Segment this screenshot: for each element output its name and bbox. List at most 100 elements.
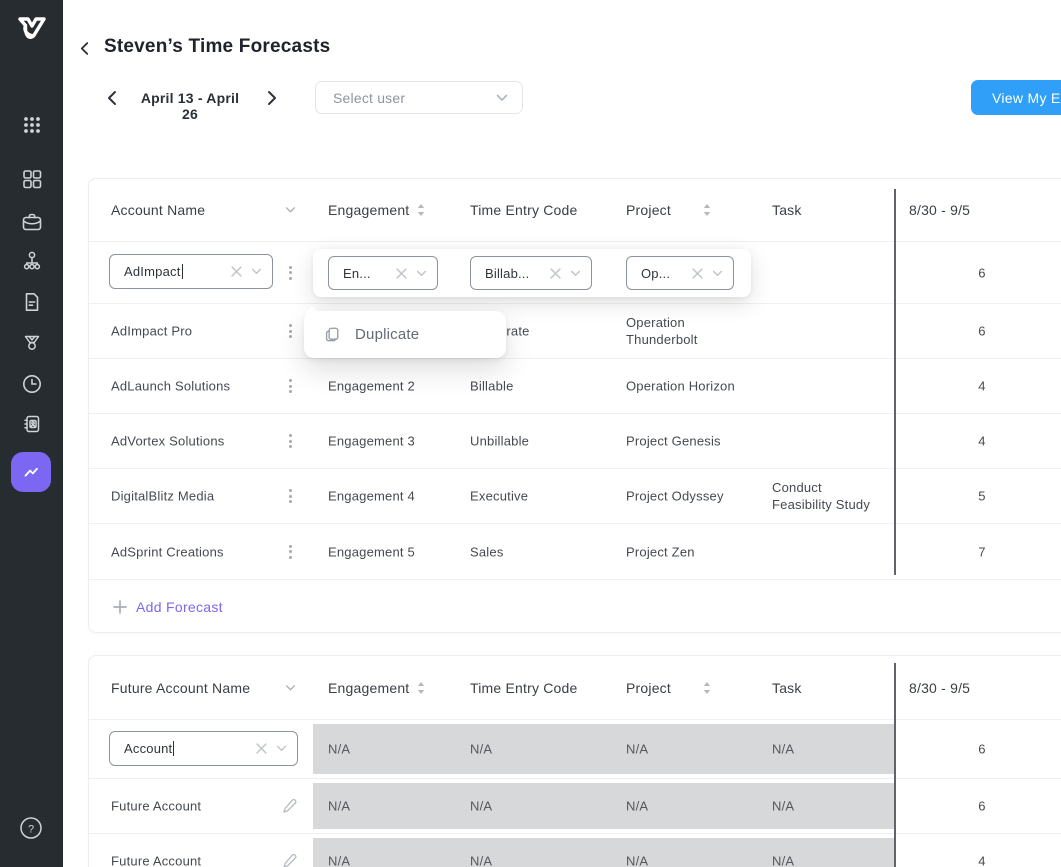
project-cell: Operation Horizon — [626, 378, 735, 394]
row-menu-button[interactable] — [283, 264, 297, 282]
edit-row-popup: En... Billab... Op... — [313, 249, 751, 297]
account-cell: Future Account — [111, 798, 202, 814]
project-cell: Project Zen — [626, 544, 695, 559]
na-cell: N/A — [626, 853, 649, 867]
task-cell: Conduct Feasibility Study — [772, 480, 871, 512]
edit-pencil-icon[interactable] — [281, 797, 299, 815]
hours-cell[interactable]: 5 — [978, 488, 986, 504]
column-header-project: Project — [626, 679, 671, 696]
dashboard-icon[interactable] — [19, 166, 45, 192]
chevron-down-icon[interactable] — [251, 268, 262, 275]
apps-grid-icon[interactable] — [19, 112, 45, 138]
text-caret — [173, 741, 175, 756]
column-header-task: Task — [772, 679, 802, 696]
table-row: AdVortex Solutions Engagement 3 Unbillab… — [89, 413, 1061, 468]
briefcase-icon[interactable] — [19, 209, 45, 235]
row-menu-button[interactable] — [283, 432, 297, 450]
na-cells-background — [313, 838, 894, 867]
clock-icon[interactable] — [19, 371, 45, 397]
project-cell: Operation Thunderbolt — [626, 315, 698, 347]
column-header-account: Account Name — [111, 202, 206, 218]
hours-cell[interactable]: 6 — [978, 798, 986, 814]
clear-icon[interactable] — [256, 743, 267, 754]
na-cell: N/A — [328, 741, 351, 757]
na-cell: N/A — [626, 798, 649, 814]
back-button[interactable] — [80, 38, 98, 58]
row-menu-button[interactable] — [283, 377, 297, 395]
select-user-dropdown[interactable]: Select user — [315, 81, 523, 114]
hours-cell[interactable]: 6 — [978, 741, 986, 757]
future-account-name-input[interactable]: Account — [109, 731, 298, 766]
na-cell: N/A — [772, 853, 795, 867]
clear-icon[interactable] — [550, 267, 561, 279]
view-my-entries-button[interactable]: View My En — [971, 80, 1061, 115]
column-header-future-account: Future Account Name — [111, 679, 251, 696]
add-forecast-button[interactable]: Add Forecast — [113, 599, 223, 615]
duplicate-menu-item[interactable]: Duplicate — [304, 311, 506, 358]
account-name-input[interactable]: AdImpact — [109, 254, 273, 289]
chevron-down-icon[interactable] — [712, 270, 723, 277]
row-menu-button[interactable] — [283, 322, 297, 340]
na-cell: N/A — [470, 798, 493, 814]
trend-chart-icon-active[interactable] — [11, 452, 51, 492]
engagement-input[interactable]: En... — [328, 256, 438, 290]
column-header-week: 8/30 - 9/5 — [909, 202, 971, 218]
sidebar: ? — [0, 0, 63, 867]
hours-cell[interactable]: 6 — [978, 265, 986, 280]
clear-icon[interactable] — [692, 267, 703, 279]
chevron-down-icon[interactable] — [416, 270, 427, 277]
prev-week-button[interactable] — [102, 88, 122, 108]
future-table-header: Future Account Name Engagement Time Entr… — [89, 656, 1061, 719]
hours-cell[interactable]: 7 — [978, 544, 986, 559]
column-header-project: Project — [626, 202, 671, 218]
column-header-engagement: Engagement — [328, 202, 410, 218]
account-cell: AdImpact Pro — [111, 323, 193, 339]
hours-cell[interactable]: 4 — [978, 853, 986, 867]
table-row: AdImpact Pro Corporate Operation Thunder… — [89, 303, 1061, 358]
na-cells-background — [313, 783, 894, 829]
na-cells-background — [313, 724, 894, 774]
forecast-table-card: Account Name Engagement Time Entry Code … — [88, 178, 1061, 633]
future-table-card: Future Account Name Engagement Time Entr… — [88, 655, 1061, 867]
medal-icon[interactable] — [19, 330, 45, 356]
sort-icon[interactable] — [703, 681, 711, 694]
sort-icon[interactable] — [417, 681, 425, 694]
account-cell: AdSprint Creations — [111, 544, 224, 559]
hours-cell[interactable]: 4 — [978, 378, 986, 394]
column-header-week: 8/30 - 9/5 — [909, 679, 971, 696]
account-cell: AdVortex Solutions — [111, 433, 225, 449]
edit-pencil-icon[interactable] — [281, 852, 299, 867]
table-row: Future Account N/A N/A N/A N/A 6 — [89, 778, 1061, 833]
duplicate-icon — [325, 327, 339, 342]
clear-icon[interactable] — [396, 267, 407, 279]
chevron-down-icon[interactable] — [276, 745, 287, 752]
forecast-table-header: Account Name Engagement Time Entry Code … — [89, 179, 1061, 241]
account-filter-chevron-icon[interactable] — [285, 207, 296, 214]
row-menu-button[interactable] — [283, 487, 297, 505]
chevron-down-icon[interactable] — [570, 270, 581, 277]
clear-icon[interactable] — [231, 266, 242, 277]
help-icon[interactable]: ? — [17, 814, 45, 842]
sort-icon[interactable] — [703, 204, 711, 216]
next-week-button[interactable] — [262, 88, 282, 108]
contacts-icon[interactable] — [19, 411, 45, 437]
na-cell: N/A — [328, 853, 351, 867]
na-cell: N/A — [328, 798, 351, 814]
row-menu-button[interactable] — [283, 543, 297, 561]
brand-logo-icon[interactable] — [14, 10, 50, 46]
week-column-divider — [894, 663, 896, 867]
org-chart-icon[interactable] — [19, 248, 45, 274]
column-header-engagement: Engagement — [328, 679, 410, 696]
project-input[interactable]: Op... — [626, 256, 734, 290]
account-cell: AdLaunch Solutions — [111, 378, 231, 394]
account-filter-chevron-icon[interactable] — [285, 684, 296, 691]
document-icon[interactable] — [19, 289, 45, 315]
forecast-edit-row: 6 — [89, 241, 1061, 303]
hours-cell[interactable]: 6 — [978, 323, 986, 339]
column-header-task: Task — [772, 202, 802, 218]
na-cell: N/A — [626, 741, 649, 757]
sort-icon[interactable] — [417, 204, 425, 216]
date-range-label: April 13 - April 26 — [140, 90, 240, 122]
time-entry-code-input[interactable]: Billab... — [470, 256, 592, 290]
hours-cell[interactable]: 4 — [978, 433, 986, 449]
